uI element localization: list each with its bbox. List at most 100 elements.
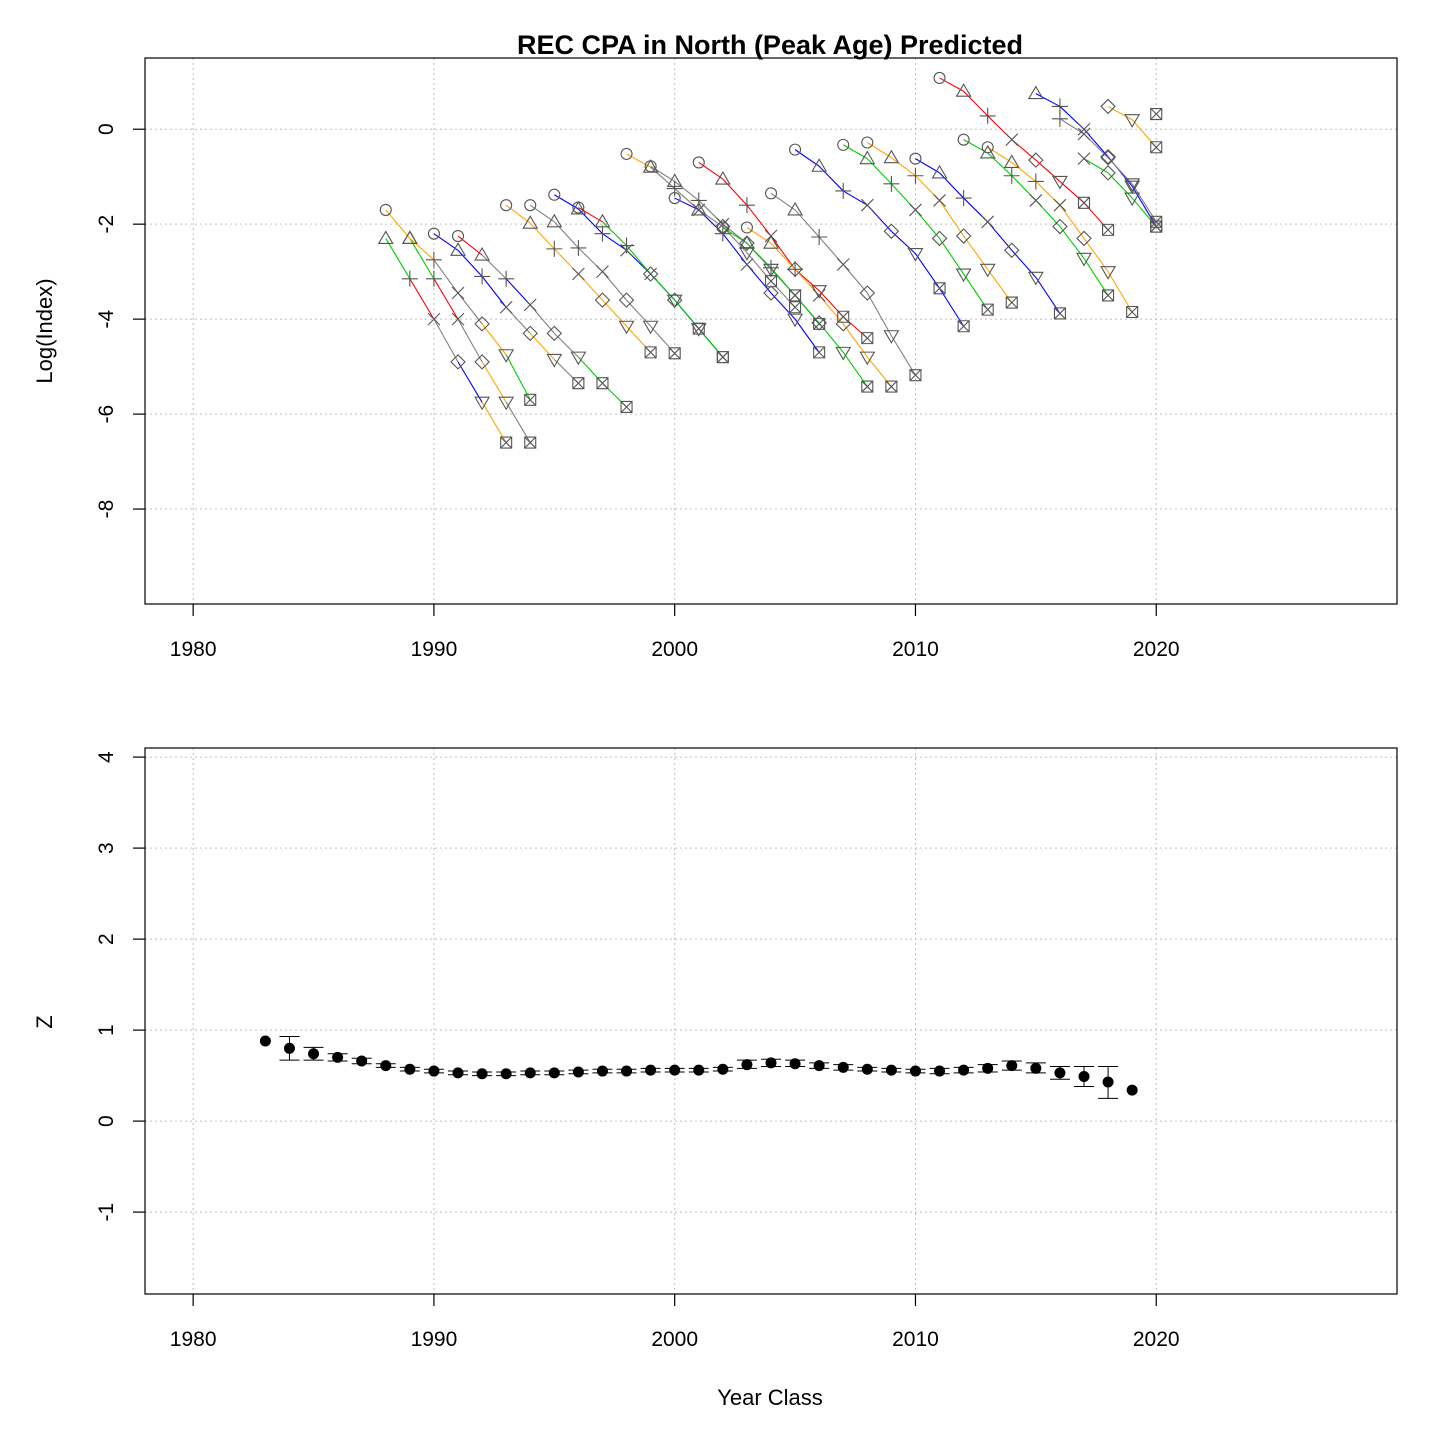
cohort-segment xyxy=(385,238,411,280)
bottom-x-tick-label: 2000 xyxy=(651,1328,698,1351)
top-x-axis: 1980 1990 2000 2010 2020 xyxy=(170,604,1180,661)
point-triangle-down xyxy=(498,396,515,411)
z-point xyxy=(452,1067,464,1079)
cohort-segment xyxy=(457,292,483,325)
point-diamond xyxy=(859,285,876,301)
point-diamond xyxy=(618,292,635,308)
point-triangle-down xyxy=(546,353,563,368)
point-cross xyxy=(692,203,706,217)
cohort-segment xyxy=(722,178,748,206)
z-point xyxy=(428,1065,440,1077)
point-circle xyxy=(451,229,465,243)
point-triangle-down xyxy=(1124,178,1141,192)
point-circle xyxy=(837,138,850,151)
cohort-segment xyxy=(746,227,772,244)
z-panel: 1980 1990 2000 2010 2020 -1 0 1 2 3 4 Z Year Clas… xyxy=(32,747,1398,1410)
z-point xyxy=(789,1058,801,1070)
z-point xyxy=(308,1048,320,1060)
z-point xyxy=(596,1065,608,1077)
cohort-segment xyxy=(939,287,965,327)
point-boxed-x xyxy=(1102,289,1115,302)
bottom-x-tick-label: 1990 xyxy=(411,1328,458,1351)
cohort-segment xyxy=(409,278,435,320)
cohort-segment xyxy=(674,181,700,201)
point-plus xyxy=(738,197,755,214)
top-cohort-markers xyxy=(377,71,1163,449)
point-triangle-up xyxy=(642,159,659,173)
top-y-tick-label: -6 xyxy=(95,405,118,424)
z-point xyxy=(380,1060,392,1072)
point-plus xyxy=(955,190,972,207)
cohort-segment xyxy=(626,153,651,168)
bottom-x-tick-label: 2020 xyxy=(1133,1328,1180,1351)
cohort-segment xyxy=(1083,258,1109,296)
cohort-segment xyxy=(770,292,796,320)
z-point xyxy=(958,1064,970,1076)
point-cross xyxy=(451,286,465,300)
cohort-segment xyxy=(915,158,940,174)
point-circle xyxy=(620,147,633,160)
bottom-y-tick-label: -1 xyxy=(95,1203,118,1222)
point-circle xyxy=(716,221,729,234)
point-diamond xyxy=(1100,165,1116,181)
point-triangle-down xyxy=(642,320,659,335)
cohort-segment xyxy=(842,144,868,160)
z-point xyxy=(813,1060,825,1072)
cohort-segment xyxy=(939,200,965,237)
cohort-segment xyxy=(409,238,435,280)
point-boxed-x xyxy=(789,301,802,314)
bottom-y-tick-label: 2 xyxy=(95,933,118,945)
point-triangle-up xyxy=(474,246,491,261)
log-index-panel: REC CPA in North (Peak Age) Predicted 19… xyxy=(32,30,1398,661)
cohort-segment xyxy=(867,142,892,159)
point-circle xyxy=(524,199,537,212)
point-triangle-up xyxy=(522,215,539,229)
point-boxed-x xyxy=(885,380,898,393)
cohort-segment xyxy=(457,361,483,403)
bottom-points xyxy=(259,1035,1138,1096)
point-triangle-down xyxy=(570,351,587,366)
point-triangle-up xyxy=(570,200,587,215)
cohort-segment xyxy=(409,238,435,261)
point-triangle-up xyxy=(377,230,394,244)
point-boxed-x xyxy=(933,282,946,295)
top-plot-frame xyxy=(144,57,1398,605)
point-cross xyxy=(523,298,537,312)
cohort-segment xyxy=(554,194,579,210)
point-circle xyxy=(668,192,681,205)
point-plus xyxy=(666,180,683,197)
top-x-tick-label: 2020 xyxy=(1133,638,1180,661)
z-point xyxy=(500,1068,512,1080)
cohort-segment xyxy=(457,235,483,256)
point-circle xyxy=(789,143,802,156)
cohort-segment xyxy=(842,190,868,206)
point-triangle-down xyxy=(907,248,924,262)
point-triangle-up xyxy=(763,235,779,249)
point-plus xyxy=(835,182,852,199)
point-cross xyxy=(1029,194,1043,207)
bottom-x-tick-label: 1980 xyxy=(170,1328,217,1351)
point-cross xyxy=(860,198,874,212)
point-diamond xyxy=(811,315,827,331)
point-diamond xyxy=(1076,230,1092,247)
point-diamond xyxy=(763,285,779,301)
cohort-segment xyxy=(866,292,892,337)
point-circle xyxy=(957,133,970,146)
z-point xyxy=(765,1057,777,1069)
point-circle xyxy=(764,187,778,200)
point-diamond xyxy=(955,228,972,244)
z-point xyxy=(861,1063,873,1075)
point-circle xyxy=(500,199,513,212)
bottom-y-axis: -1 0 1 2 3 4 xyxy=(95,751,145,1222)
point-cross xyxy=(596,265,609,279)
point-diamond xyxy=(1100,148,1116,165)
point-diamond xyxy=(642,266,659,282)
cohort-segment xyxy=(1107,271,1133,313)
point-triangle-up xyxy=(546,213,563,228)
z-point xyxy=(934,1065,946,1077)
top-gridlines xyxy=(145,58,1397,604)
cohort-segment xyxy=(1107,172,1133,199)
point-diamond xyxy=(474,316,490,332)
point-triangle-up xyxy=(401,230,418,244)
point-plus xyxy=(618,237,635,254)
